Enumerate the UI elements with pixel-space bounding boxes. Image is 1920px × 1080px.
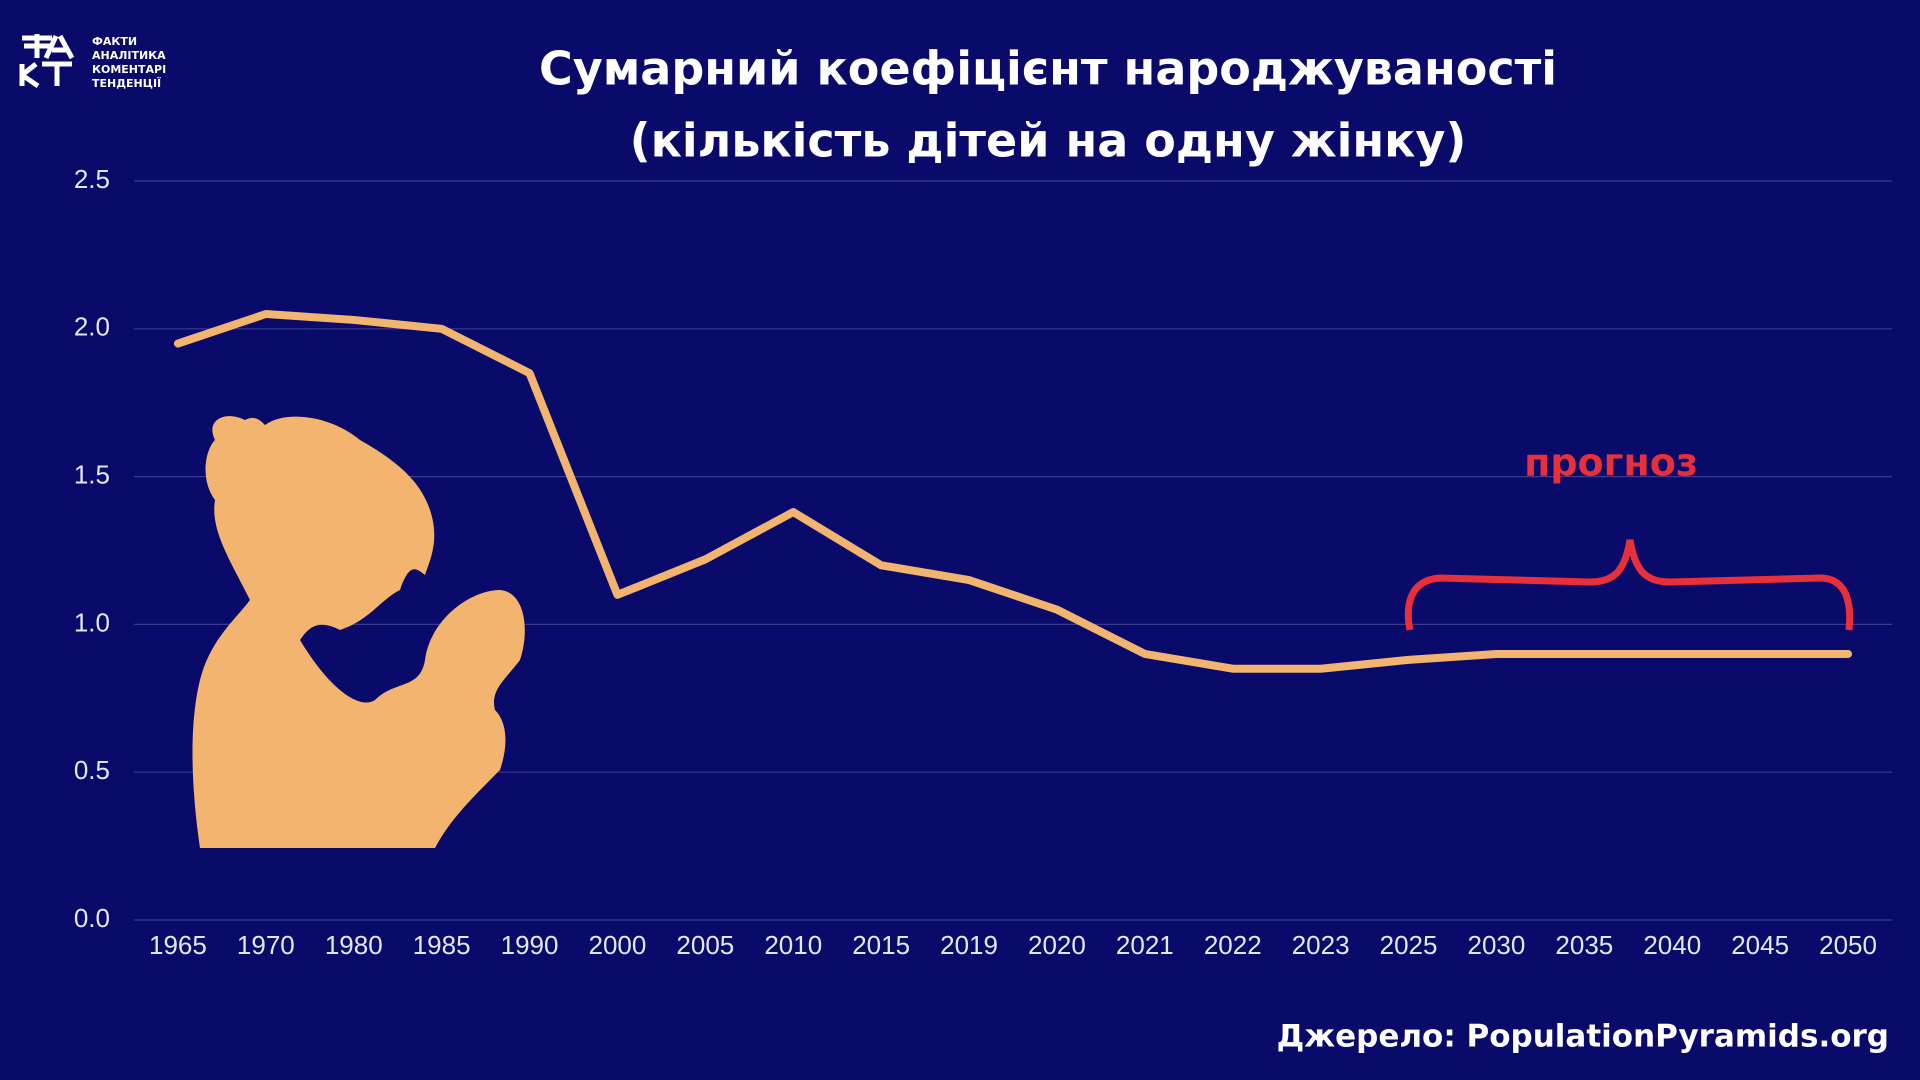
y-tick-label: 0.0 (74, 903, 110, 933)
x-tick-label: 1980 (325, 930, 383, 960)
chart-subtitle: (кількість дітей на одну жінку) (630, 114, 1467, 168)
x-tick-label: 2000 (589, 930, 647, 960)
y-tick-label: 2.5 (74, 164, 110, 194)
y-tick-label: 1.5 (74, 459, 110, 489)
x-tick-label: 2050 (1819, 930, 1877, 960)
forecast-brace (1404, 539, 1854, 631)
x-tick-label: 1985 (413, 930, 471, 960)
y-tick-label: 1.0 (74, 607, 110, 637)
logo-text: ТЕНДЕНЦІЇ (92, 76, 161, 90)
silhouette (192, 416, 525, 848)
logo-text: КОМЕНТАРІ (92, 63, 166, 76)
x-tick-label: 2020 (1028, 930, 1086, 960)
x-tick-label: 2022 (1204, 930, 1262, 960)
line (173, 310, 1853, 673)
logo: ФАКТИ АНАЛІТИКА КОМЕНТАРІ ТЕНДЕНЦІЇ (19, 34, 166, 90)
x-tick-label: 2005 (676, 930, 734, 960)
chart-title: Сумарний коефіцієнт народжуваності (539, 42, 1557, 96)
x-tick-label: 2021 (1116, 930, 1174, 960)
x-tick-label: 2019 (940, 930, 998, 960)
x-tick-label: 2025 (1380, 930, 1438, 960)
x-tick-label: 2030 (1468, 930, 1526, 960)
x-tick-label: 2023 (1292, 930, 1350, 960)
logo-text: ФАКТИ (92, 35, 137, 48)
x-tick-label: 2045 (1731, 930, 1789, 960)
x-tick-label: 2010 (764, 930, 822, 960)
y-tick-label: 0.5 (74, 755, 110, 785)
x-tick-label: 2035 (1555, 930, 1613, 960)
y-tick-label: 2.0 (74, 312, 110, 342)
x-tick-label: 1965 (149, 930, 207, 960)
logo-mark (19, 34, 75, 89)
x-tick-label: 2015 (852, 930, 910, 960)
source: Джерело: PopulationPyramids.org (1277, 1019, 1889, 1055)
annotation: прогноз (1524, 441, 1698, 485)
logo-text: АНАЛІТИКА (92, 49, 166, 62)
x-tick-label: 1970 (237, 930, 295, 960)
x-tick-label: 1990 (501, 930, 559, 960)
x-tick-label: 2040 (1643, 930, 1701, 960)
